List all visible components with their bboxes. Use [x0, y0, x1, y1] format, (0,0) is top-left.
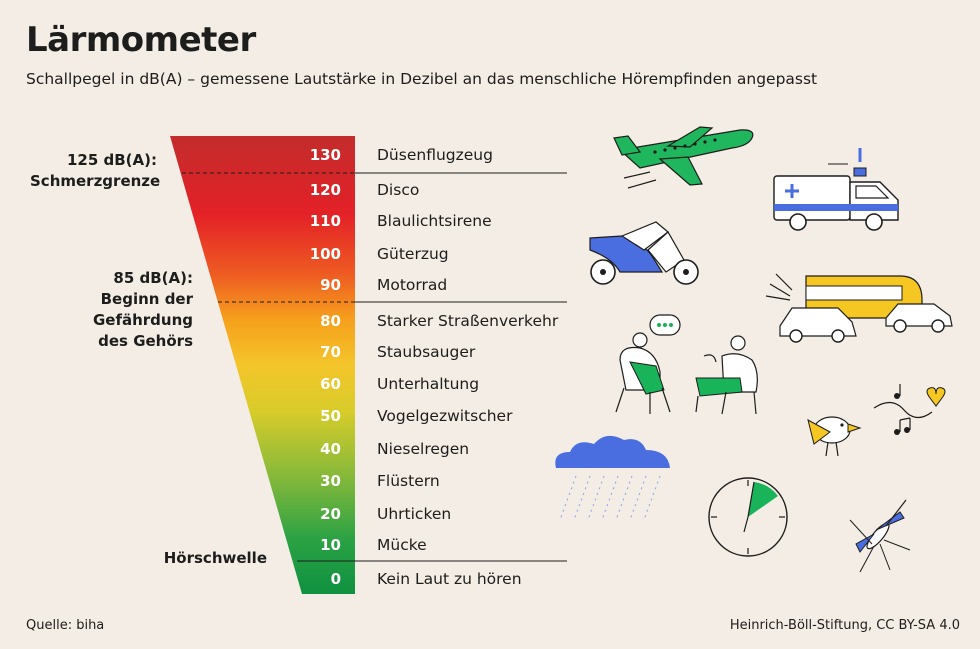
noise-source: Güterzug	[377, 245, 449, 263]
db-value: 50	[320, 407, 341, 425]
conversation-icon	[615, 314, 758, 415]
noise-source: Uhrticken	[377, 505, 452, 523]
mosquito-icon	[849, 499, 911, 573]
db-value: 20	[320, 505, 341, 523]
noise-source: Flüstern	[377, 472, 440, 490]
db-value: 0	[330, 570, 341, 588]
noise-source: Starker Straßenverkehr	[377, 312, 559, 330]
db-value: 30	[320, 472, 341, 490]
db-value: 40	[320, 440, 341, 458]
db-value: 100	[309, 245, 341, 263]
rain-cloud-icon	[555, 435, 670, 521]
pain-threshold-label: 125 dB(A): Schmerzgrenze	[30, 150, 161, 192]
noise-source: Blaulichtsirene	[377, 212, 492, 230]
noise-source: Düsenflugzeug	[377, 146, 493, 164]
pain-threshold-text: Schmerzgrenze	[30, 172, 161, 190]
noise-source: Staubsauger	[377, 343, 476, 361]
danger-threshold-value: 85 dB(A):	[113, 269, 193, 287]
pain-threshold-value: 125 dB(A):	[66, 151, 157, 169]
danger-threshold-text-2: Gefährdung	[92, 311, 193, 329]
noise-source: Mücke	[377, 536, 427, 554]
motorcycle-icon	[589, 221, 699, 285]
db-value: 70	[320, 343, 341, 361]
danger-threshold-text-3: des Gehörs	[98, 332, 193, 350]
ambulance-icon	[773, 148, 899, 231]
db-value: 90	[320, 276, 341, 294]
page-title: Lärmometer	[26, 20, 256, 60]
db-value: 80	[320, 312, 341, 330]
train-and-car-icon	[765, 273, 953, 343]
noise-source: Nieselregen	[377, 440, 470, 458]
db-value: 120	[309, 181, 341, 199]
clock-icon	[708, 477, 788, 557]
funnel-shape	[170, 136, 355, 594]
danger-threshold-label: 85 dB(A): Beginn der Gefährdung des Gehö…	[60, 268, 193, 352]
db-value: 110	[309, 212, 341, 230]
footer-credit: Heinrich-Böll-Stiftung, CC BY-SA 4.0	[729, 618, 960, 633]
footer-source: Quelle: biha	[26, 618, 105, 633]
bird-icon	[807, 416, 862, 457]
db-value: 10	[320, 536, 341, 554]
noise-source: Unterhaltung	[377, 375, 480, 393]
music-notes-icon	[873, 384, 946, 435]
airplane-icon	[613, 126, 754, 189]
noise-source: Motorrad	[377, 276, 448, 294]
db-value: 60	[320, 375, 341, 393]
hearing-threshold-label: Hörschwelle	[163, 549, 267, 567]
noise-source: Kein Laut zu hören	[377, 570, 522, 588]
danger-threshold-text-1: Beginn der	[100, 290, 193, 308]
db-value: 130	[309, 146, 341, 164]
noise-source: Disco	[377, 181, 420, 199]
page-subtitle: Schallpegel in dB(A) – gemessene Lautstä…	[26, 70, 818, 88]
noise-source: Vogelgezwitscher	[377, 407, 513, 425]
